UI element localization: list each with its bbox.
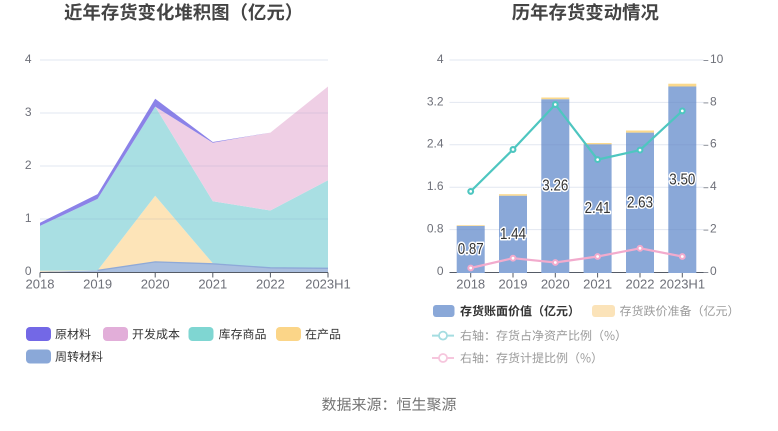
svg-text:2022: 2022 [256, 277, 285, 292]
svg-text:8: 8 [710, 94, 717, 108]
svg-text:6: 6 [710, 137, 717, 151]
svg-text:0: 0 [25, 264, 32, 278]
svg-text:3: 3 [25, 105, 32, 119]
svg-text:2018: 2018 [26, 277, 55, 292]
svg-text:2018: 2018 [456, 277, 485, 292]
svg-text:2022: 2022 [626, 277, 655, 292]
svg-text:0.8: 0.8 [427, 222, 444, 236]
svg-text:2.41: 2.41 [585, 200, 611, 217]
svg-text:3.2: 3.2 [427, 94, 444, 108]
svg-text:0.87: 0.87 [458, 241, 484, 258]
svg-text:2023H1: 2023H1 [305, 277, 351, 292]
svg-text:0: 0 [710, 264, 717, 278]
svg-text:4: 4 [437, 52, 444, 66]
svg-text:2.63: 2.63 [627, 194, 653, 211]
svg-text:2.4: 2.4 [427, 137, 444, 151]
svg-text:2020: 2020 [141, 277, 170, 292]
svg-text:2: 2 [710, 222, 717, 236]
svg-text:3.26: 3.26 [542, 178, 568, 195]
svg-text:1.6: 1.6 [427, 179, 444, 193]
svg-text:0: 0 [437, 264, 444, 278]
svg-text:2020: 2020 [541, 277, 570, 292]
svg-text:4: 4 [710, 179, 717, 193]
svg-text:2021: 2021 [198, 277, 227, 292]
svg-text:2: 2 [25, 158, 32, 172]
svg-text:2019: 2019 [499, 277, 528, 292]
svg-text:2021: 2021 [583, 277, 612, 292]
svg-text:3.50: 3.50 [669, 171, 695, 188]
svg-text:4: 4 [25, 52, 32, 66]
svg-text:1.44: 1.44 [500, 226, 526, 243]
svg-text:2023H1: 2023H1 [660, 277, 706, 292]
svg-text:2019: 2019 [83, 277, 112, 292]
svg-text:10: 10 [710, 52, 724, 66]
svg-text:1: 1 [25, 211, 32, 225]
